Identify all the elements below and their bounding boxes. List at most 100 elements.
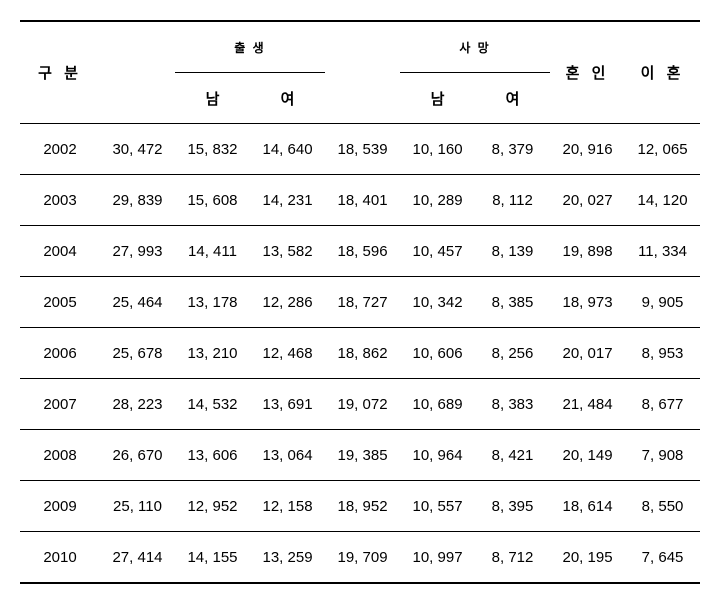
cell-death-f: 8, 139: [475, 226, 550, 277]
cell-divorce: 8, 677: [625, 379, 700, 430]
cell-birth-f: 13, 259: [250, 532, 325, 584]
cell-death-m: 10, 557: [400, 481, 475, 532]
cell-divorce: 7, 645: [625, 532, 700, 584]
table-row: 200329, 83915, 60814, 23118, 40110, 2898…: [20, 175, 700, 226]
cell-birth-m: 13, 606: [175, 430, 250, 481]
cell-death-total: 19, 072: [325, 379, 400, 430]
cell-year: 2010: [20, 532, 100, 584]
cell-divorce: 9, 905: [625, 277, 700, 328]
header-death-blank: [325, 21, 400, 73]
table-row: 200625, 67813, 21012, 46818, 86210, 6068…: [20, 328, 700, 379]
cell-death-f: 8, 383: [475, 379, 550, 430]
cell-death-f: 8, 112: [475, 175, 550, 226]
cell-birth-m: 12, 952: [175, 481, 250, 532]
cell-year: 2002: [20, 124, 100, 175]
cell-death-f: 8, 379: [475, 124, 550, 175]
cell-divorce: 7, 908: [625, 430, 700, 481]
cell-death-m: 10, 342: [400, 277, 475, 328]
table-body: 200230, 47215, 83214, 64018, 53910, 1608…: [20, 124, 700, 584]
header-divorce: 이 혼: [625, 21, 700, 124]
cell-year: 2006: [20, 328, 100, 379]
header-marriage: 혼 인: [550, 21, 625, 124]
header-death-male: 남: [400, 73, 475, 124]
cell-death-total: 19, 709: [325, 532, 400, 584]
cell-birth-f: 13, 582: [250, 226, 325, 277]
cell-birth-f: 14, 231: [250, 175, 325, 226]
cell-death-m: 10, 964: [400, 430, 475, 481]
cell-birth-total: 26, 670: [100, 430, 175, 481]
header-category: 구 분: [20, 21, 100, 124]
cell-death-m: 10, 289: [400, 175, 475, 226]
header-birth-female: 여: [250, 73, 325, 124]
table-row: 200728, 22314, 53213, 69119, 07210, 6898…: [20, 379, 700, 430]
cell-year: 2007: [20, 379, 100, 430]
header-death-group: 사 망: [400, 21, 550, 73]
data-table: 구 분 출 생 사 망 혼 인 이 혼 남 여 남 여 200230, 4721…: [20, 20, 700, 584]
cell-year: 2004: [20, 226, 100, 277]
cell-marriage: 18, 973: [550, 277, 625, 328]
header-death-total-blank: [325, 73, 400, 124]
cell-death-total: 18, 727: [325, 277, 400, 328]
header-death-female: 여: [475, 73, 550, 124]
cell-birth-f: 12, 158: [250, 481, 325, 532]
table-row: 200427, 99314, 41113, 58218, 59610, 4578…: [20, 226, 700, 277]
header-birth-male: 남: [175, 73, 250, 124]
cell-year: 2008: [20, 430, 100, 481]
cell-death-f: 8, 256: [475, 328, 550, 379]
header-birth-group: 출 생: [175, 21, 325, 73]
cell-divorce: 8, 550: [625, 481, 700, 532]
cell-birth-m: 13, 210: [175, 328, 250, 379]
cell-birth-total: 30, 472: [100, 124, 175, 175]
cell-death-total: 18, 596: [325, 226, 400, 277]
cell-death-m: 10, 606: [400, 328, 475, 379]
cell-death-m: 10, 457: [400, 226, 475, 277]
cell-birth-total: 25, 678: [100, 328, 175, 379]
cell-death-total: 18, 862: [325, 328, 400, 379]
cell-birth-m: 14, 411: [175, 226, 250, 277]
cell-marriage: 19, 898: [550, 226, 625, 277]
table-row: 200925, 11012, 95212, 15818, 95210, 5578…: [20, 481, 700, 532]
cell-death-total: 19, 385: [325, 430, 400, 481]
cell-year: 2003: [20, 175, 100, 226]
cell-birth-f: 13, 064: [250, 430, 325, 481]
cell-death-m: 10, 689: [400, 379, 475, 430]
table-row: 201027, 41414, 15513, 25919, 70910, 9978…: [20, 532, 700, 584]
cell-birth-f: 12, 468: [250, 328, 325, 379]
cell-birth-m: 15, 608: [175, 175, 250, 226]
cell-divorce: 14, 120: [625, 175, 700, 226]
table-row: 200525, 46413, 17812, 28618, 72710, 3428…: [20, 277, 700, 328]
cell-divorce: 8, 953: [625, 328, 700, 379]
cell-year: 2009: [20, 481, 100, 532]
cell-death-m: 10, 160: [400, 124, 475, 175]
cell-divorce: 11, 334: [625, 226, 700, 277]
cell-death-f: 8, 385: [475, 277, 550, 328]
cell-death-total: 18, 952: [325, 481, 400, 532]
cell-birth-m: 15, 832: [175, 124, 250, 175]
cell-divorce: 12, 065: [625, 124, 700, 175]
cell-birth-f: 12, 286: [250, 277, 325, 328]
cell-marriage: 20, 916: [550, 124, 625, 175]
cell-birth-f: 13, 691: [250, 379, 325, 430]
cell-marriage: 21, 484: [550, 379, 625, 430]
cell-marriage: 20, 017: [550, 328, 625, 379]
table-row: 200230, 47215, 83214, 64018, 53910, 1608…: [20, 124, 700, 175]
cell-death-m: 10, 997: [400, 532, 475, 584]
cell-death-f: 8, 421: [475, 430, 550, 481]
cell-birth-m: 13, 178: [175, 277, 250, 328]
cell-birth-f: 14, 640: [250, 124, 325, 175]
cell-birth-m: 14, 532: [175, 379, 250, 430]
cell-birth-total: 29, 839: [100, 175, 175, 226]
cell-marriage: 20, 195: [550, 532, 625, 584]
header-birth-blank: [100, 21, 175, 73]
cell-marriage: 20, 149: [550, 430, 625, 481]
cell-year: 2005: [20, 277, 100, 328]
cell-birth-total: 25, 110: [100, 481, 175, 532]
cell-birth-total: 27, 414: [100, 532, 175, 584]
header-birth-total-blank: [100, 73, 175, 124]
cell-death-f: 8, 395: [475, 481, 550, 532]
cell-birth-total: 27, 993: [100, 226, 175, 277]
cell-marriage: 18, 614: [550, 481, 625, 532]
cell-death-total: 18, 539: [325, 124, 400, 175]
cell-birth-m: 14, 155: [175, 532, 250, 584]
cell-marriage: 20, 027: [550, 175, 625, 226]
